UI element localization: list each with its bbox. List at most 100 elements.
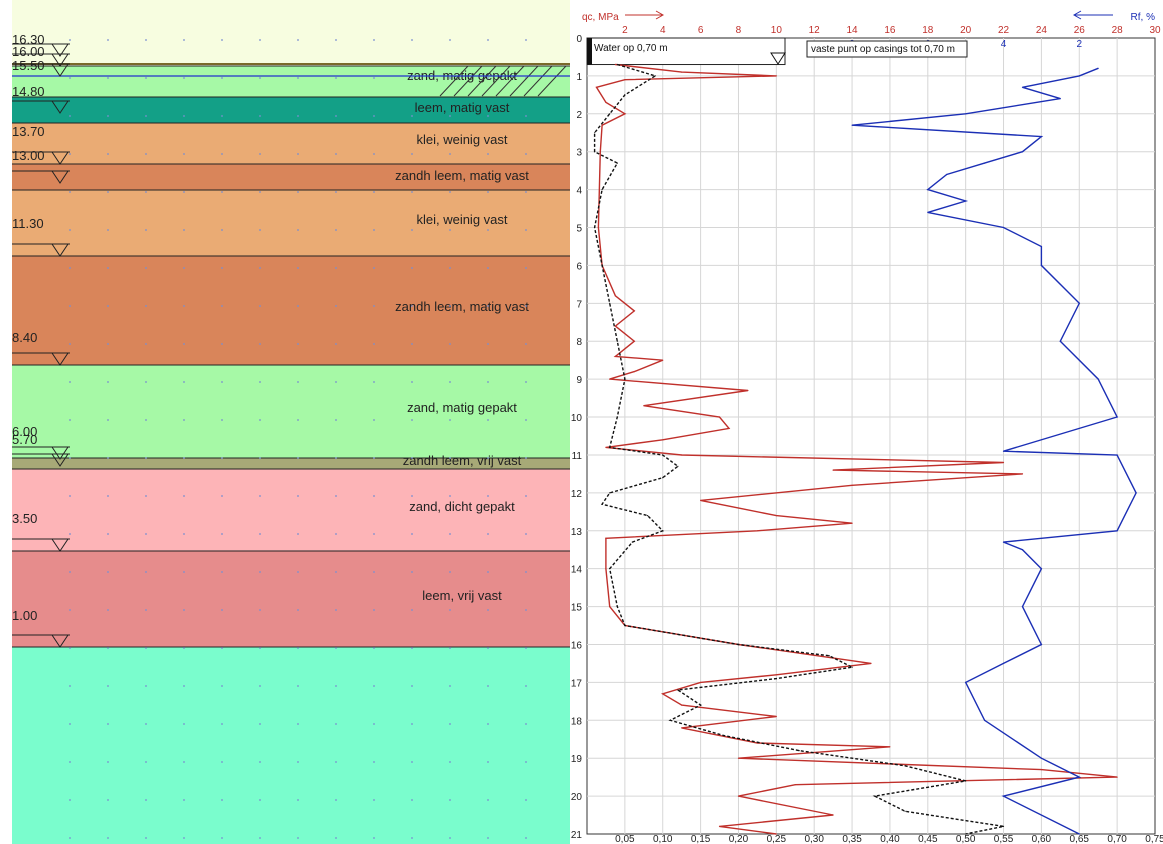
series-point-rf — [1002, 541, 1005, 543]
grid-dot — [411, 723, 413, 725]
grid-dot — [335, 799, 337, 801]
series-point-qc — [889, 746, 891, 748]
series-point-qc — [624, 79, 626, 81]
level-triangle-icon — [51, 538, 69, 552]
grid-dot — [487, 343, 489, 345]
grid-dot — [411, 571, 413, 573]
level-label: 14.80 — [12, 84, 45, 99]
casing-annotation: vaste punt op casings tot 0,70 m — [811, 44, 955, 55]
grid-dot — [221, 571, 223, 573]
series-point-rf — [1040, 643, 1042, 646]
grid-dot — [145, 685, 147, 687]
qc-tick-label: 24 — [1036, 25, 1048, 36]
grid-dot — [183, 685, 185, 687]
grid-dot — [107, 267, 109, 269]
series-point-qc — [601, 124, 603, 126]
grid-dot — [449, 799, 451, 801]
grid-dot — [373, 267, 375, 269]
grid-dot — [297, 799, 299, 801]
qc-tick-label: 20 — [960, 25, 972, 36]
grid-dot — [69, 191, 71, 193]
grid-dot — [221, 419, 223, 421]
grid-dot — [69, 267, 71, 269]
grid-dot — [69, 419, 71, 421]
grid-dot — [69, 115, 71, 117]
series-point-rf — [1097, 378, 1099, 380]
series-point-qc — [728, 427, 730, 429]
fs-tick-label: 0,75 — [1145, 834, 1163, 844]
grid-dot — [525, 837, 527, 839]
qc-tick-label: 28 — [1112, 25, 1124, 36]
grid-dot — [525, 647, 527, 649]
grid-dot — [373, 533, 375, 535]
series-point-qc — [737, 795, 740, 797]
y-tick-label: 7 — [576, 299, 582, 310]
grid-dot — [259, 229, 261, 231]
series-point-qc — [718, 416, 721, 418]
y-tick-label: 1 — [576, 72, 582, 83]
grid-dot — [525, 39, 527, 41]
layer-label: zand, dicht gepakt — [409, 499, 515, 514]
grid-dot — [373, 115, 375, 117]
grid-dot — [487, 381, 489, 383]
grid-dot — [69, 229, 71, 231]
series-point-fs — [616, 416, 618, 418]
series-point-fs — [904, 765, 906, 767]
y-tick-label: 2 — [576, 110, 582, 121]
grid-dot — [145, 723, 147, 725]
series-point-qc — [597, 226, 599, 229]
level-label: 16.30 — [12, 32, 45, 47]
grid-dot — [145, 761, 147, 763]
series-point-rf — [1002, 226, 1005, 229]
grid-dot — [411, 419, 413, 421]
grid-dot — [411, 191, 413, 193]
grid-dot — [297, 723, 299, 725]
series-point-qc — [605, 101, 607, 103]
grid-dot — [259, 799, 261, 801]
grid-dot — [183, 647, 185, 649]
grid-dot — [297, 457, 299, 459]
grid-dot — [487, 837, 489, 839]
grid-dot — [335, 495, 337, 497]
grid-dot — [107, 457, 109, 459]
series-point-qc — [832, 814, 834, 816]
soil-profile: zand, matig gepakt leem, matig vast klei, … — [12, 0, 570, 844]
grid-dot — [145, 495, 147, 497]
grid-dot — [335, 191, 337, 193]
series-point-fs — [904, 810, 906, 812]
soil-layer — [12, 469, 570, 551]
layer-label: klei, weinig vast — [416, 132, 507, 147]
grid-dot — [183, 153, 185, 155]
grid-dot — [411, 647, 413, 649]
grid-dot — [69, 533, 71, 535]
grid-dot — [221, 267, 223, 269]
hatch-line — [439, 65, 469, 97]
qc-tick-label: 10 — [771, 25, 783, 36]
grid-dot — [411, 343, 413, 345]
grid-dot — [449, 723, 451, 725]
grid-dot — [107, 647, 109, 649]
grid-dot — [373, 39, 375, 41]
level-label: 15.50 — [12, 58, 45, 73]
y-tick-label: 19 — [571, 754, 583, 765]
series-point-fs — [601, 264, 603, 266]
series-point-rf — [851, 124, 853, 126]
grid-dot — [145, 457, 147, 459]
soil-layer — [12, 551, 570, 647]
grid-dot — [107, 305, 109, 307]
grid-dot — [259, 343, 261, 345]
grid-dot — [373, 457, 375, 459]
grid-dot — [183, 115, 185, 117]
level-label: 5.70 — [12, 432, 37, 447]
series-point-qc — [832, 469, 834, 471]
grid-dot — [335, 647, 337, 649]
soil-layer — [12, 164, 570, 190]
series-point-qc — [595, 86, 598, 88]
y-tick-label: 15 — [571, 603, 583, 614]
grid-dot — [221, 229, 223, 231]
grid-dot — [449, 343, 451, 345]
grid-dot — [221, 305, 223, 307]
grid-dot — [107, 39, 109, 41]
grid-dot — [107, 229, 109, 231]
grid-dot — [335, 419, 337, 421]
